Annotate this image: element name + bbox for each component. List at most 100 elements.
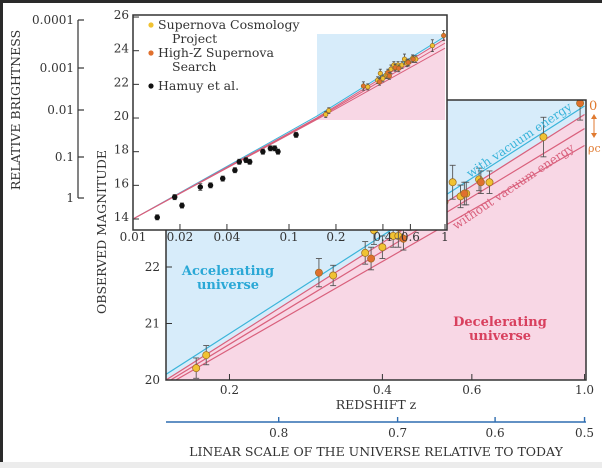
- accelerating-universe-label: Accelerating: [181, 264, 274, 279]
- main-y-tick-label: 22: [145, 260, 160, 274]
- density-zero-label: 0: [589, 99, 597, 114]
- inset-highz-data-point: [376, 79, 382, 85]
- model-line-1: [166, 113, 585, 380]
- inset-data-point: [275, 148, 281, 155]
- brightness-axis-tick-label: 0.1: [55, 150, 74, 164]
- legend-marker: [148, 22, 154, 28]
- axes-layer: 0.2 0.4 0.6 1.0 20 21 22 REDSHIFT z OBSERVED MAG…: [8, 13, 594, 459]
- inset-plot-area: [134, 30, 446, 221]
- main-y-tick-label: 21: [145, 317, 160, 331]
- inset-x-tick-label: 0.04: [214, 230, 241, 244]
- main-data-point: [361, 248, 370, 257]
- inset-data-point: [293, 132, 299, 138]
- model-line-2: [169, 128, 585, 380]
- brightness-axis-title: RELATIVE BRIGHTNESS: [8, 30, 23, 190]
- inset-highz-data-point: [429, 43, 435, 49]
- inset-data-point: [197, 184, 204, 190]
- main-data-point: [460, 189, 469, 198]
- main-y-axis-title: OBSERVED MAGNITUDE: [94, 150, 109, 314]
- inset-highz-data-point: [386, 73, 392, 79]
- main-x-tick-label: 1.0: [575, 383, 594, 397]
- main-y-tick-label: 20: [145, 373, 160, 387]
- inset-x-tick-label: 0.2: [326, 230, 345, 244]
- legend-marker: [148, 50, 154, 56]
- accelerating-universe-label: universe: [197, 278, 259, 293]
- inset-data-point: [207, 182, 214, 189]
- main-data-point: [576, 100, 585, 108]
- main-data-point: [202, 351, 211, 360]
- main-data-point: [314, 268, 323, 277]
- inset-data-point: [154, 214, 160, 221]
- inset-data-point: [271, 145, 278, 152]
- inset-y-tick-label: 18: [114, 143, 129, 157]
- inset-highz-data-point: [365, 84, 371, 90]
- inset-x-tick-label: 1: [441, 230, 449, 244]
- model-line-0: [166, 105, 585, 375]
- inset-y-tick-label: 24: [114, 42, 130, 56]
- window-top-border: [0, 0, 602, 3]
- scale-axis-title: LINEAR SCALE OF THE UNIVERSE RELATIVE TO…: [189, 444, 563, 459]
- brightness-axis-tick-label: 1: [66, 191, 74, 205]
- main-data-point: [485, 178, 494, 187]
- main-x-axis-title: REDSHIFT z: [336, 397, 417, 412]
- main-x-tick-label: 0.6: [462, 383, 481, 397]
- inset-y-tick-label: 14: [114, 210, 130, 224]
- inset-x-tick-label: 0.02: [167, 230, 194, 244]
- inset-data-point: [260, 148, 266, 155]
- inset-highz-data-point: [326, 108, 332, 114]
- decelerating-universe-label: Decelerating: [453, 315, 547, 330]
- main-data-point: [192, 364, 201, 373]
- main-data-point: [476, 178, 485, 187]
- scale-axis-tick-label: 0.5: [575, 426, 594, 440]
- critical-density-label: ρc: [588, 142, 601, 155]
- inset-highz-data-point: [401, 56, 408, 62]
- brightness-axis-tick-label: 0.01: [47, 103, 74, 117]
- inset-x-tick-label: 0.4: [373, 230, 392, 244]
- main-x-tick-label: 0.4: [373, 383, 392, 397]
- inset-x-tick-label: 0.01: [120, 230, 147, 244]
- inset-x-tick-label: 0.1: [279, 230, 298, 244]
- inset-y-tick-label: 22: [114, 75, 129, 89]
- legend-label: Search: [172, 59, 216, 74]
- main-data-point: [378, 243, 387, 252]
- inset-data-point: [171, 194, 178, 200]
- inset-data-point: [246, 159, 253, 165]
- window-bottom-strip: [0, 462, 602, 468]
- inset-highz-data-point: [360, 83, 366, 89]
- inset-y-tick-label: 16: [114, 176, 129, 190]
- inset-highz-data-point: [410, 56, 416, 62]
- brightness-axis-tick-label: 0.0001: [32, 13, 74, 27]
- window-left-border: [0, 0, 3, 468]
- main-data-point: [539, 133, 548, 141]
- inset-highz-data-point: [396, 65, 402, 71]
- density-arrowheads: [591, 114, 597, 138]
- inset-plot: 0.01 0.02 0.04 0.1 0.2 0.4 0.6 1 14 16 18 20 22 24 26 S…: [114, 8, 449, 244]
- legend-label: Project: [172, 31, 217, 46]
- inset-y-tick-label: 20: [114, 109, 129, 123]
- inset-data-point: [236, 159, 243, 165]
- inset-highz-data-point: [405, 59, 411, 66]
- main-data-point: [399, 234, 408, 243]
- legend-label: Supernova Cosmology: [158, 17, 300, 32]
- inset-highz-data-point: [323, 111, 329, 118]
- inset-data-point: [179, 202, 185, 209]
- legend-label: High-Z Supernova: [158, 45, 274, 60]
- main-data-point: [448, 178, 457, 187]
- inset-data-point: [232, 167, 238, 173]
- inset-highz-data-point: [441, 33, 446, 39]
- legend-label: Hamuy et al.: [158, 78, 239, 93]
- brightness-axis-tick-label: 0.001: [40, 61, 74, 75]
- main-data-point: [367, 254, 376, 263]
- scale-axis-tick-label: 0.6: [486, 426, 505, 440]
- scale-axis-tick-label: 0.7: [388, 426, 407, 440]
- legend-marker: [148, 83, 154, 89]
- main-data-point: [329, 271, 338, 280]
- scale-axis-tick-label: 0.8: [269, 426, 288, 440]
- inset-data-point: [219, 175, 226, 182]
- decelerating-universe-label: universe: [469, 329, 531, 344]
- inset-model-line-3: [134, 47, 446, 220]
- inset-border: [132, 14, 448, 231]
- model-line-3: [174, 145, 585, 380]
